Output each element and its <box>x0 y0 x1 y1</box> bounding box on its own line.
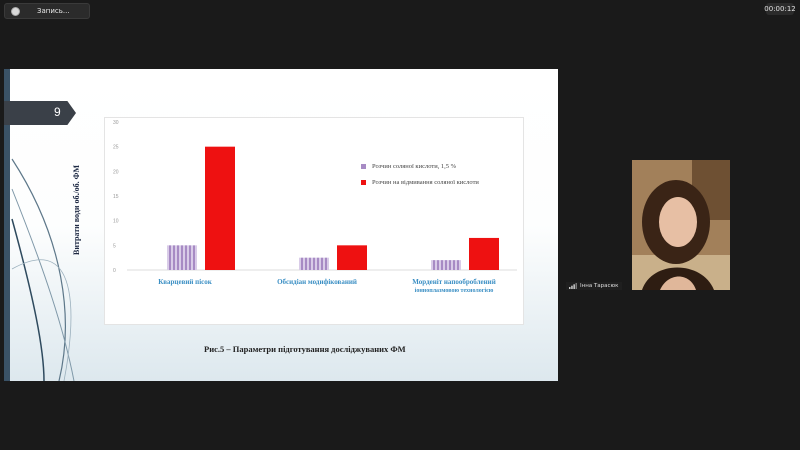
decorative-swoosh <box>11 158 75 381</box>
bar-acid-1 <box>299 257 329 270</box>
y-tick-label: 25 <box>113 145 119 151</box>
y-tick-label: 5 <box>113 243 116 249</box>
legend-label-acid: Розчин соляної кислоти, 1,5 % <box>372 162 457 170</box>
chart-legend: Розчин соляної кислоти, 1,5 % Розчин на … <box>361 158 479 190</box>
slide-number: 9 <box>54 105 61 119</box>
category-label-obsidian-line1: Обсидіан модифікований <box>277 278 357 286</box>
legend-item-acid: Розчин соляної кислоти, 1,5 % <box>361 158 479 174</box>
chart: 0 5 10 15 20 25 30 Розчин соляної кислоти, 1,5… <box>104 117 524 325</box>
category-label-quartz-line1: Кварцевий пісок <box>158 278 212 286</box>
participant-portrait <box>632 160 730 290</box>
chart-y-axis-label: Витрати води об./об. ФМ <box>72 164 81 255</box>
y-tick-label: 20 <box>113 169 119 175</box>
record-icon <box>11 6 20 16</box>
recording-indicator[interactable]: Запись... <box>4 3 90 19</box>
legend-swatch-wash <box>361 179 366 185</box>
y-tick-label: 30 <box>113 120 119 126</box>
y-tick-label: 0 <box>113 268 116 274</box>
participant-name-tag: Інна Тарасюк <box>566 282 622 290</box>
bar-acid-2 <box>431 260 461 270</box>
recording-label: Запись... <box>37 7 70 15</box>
figure-caption: Рис.5 – Параметри підготування досліджув… <box>204 344 406 354</box>
category-label-mordenite-line2: іонноплазмовою технологією <box>414 288 494 294</box>
legend-label-wash: Розчин на відмивання соляної кислоти <box>372 178 479 186</box>
call-timer: 00:00:12 <box>764 3 796 15</box>
category-label-mordenite-line1: Морденіт напооброблений <box>412 278 496 286</box>
chart-plot: 0 5 10 15 20 25 30 <box>113 120 517 274</box>
legend-swatch-acid <box>361 163 366 169</box>
category-label-quartz: Кварцевий пісок <box>125 278 245 287</box>
bar-acid-0 <box>167 245 197 270</box>
category-label-mordenite: Морденіт напооброблений іонноплазмовою т… <box>389 278 519 296</box>
signal-strength-icon <box>569 283 577 289</box>
category-label-obsidian: Обсидіан модифікований <box>257 278 377 287</box>
bar-wash-1 <box>337 245 367 270</box>
y-tick-label: 10 <box>113 219 119 225</box>
bar-wash-0 <box>205 146 235 270</box>
y-tick-label: 15 <box>113 194 119 200</box>
slide-number-tab <box>4 101 76 125</box>
participant-name: Інна Тарасюк <box>580 283 619 289</box>
slide-left-strip <box>4 69 10 381</box>
bar-wash-2 <box>469 237 499 270</box>
legend-item-wash: Розчин на відмивання соляної кислоти <box>361 174 479 190</box>
shared-slide: 9 Витрати води об./об. ФМ 0 5 10 15 20 25 30 Р… <box>4 69 558 381</box>
participant-video[interactable] <box>632 160 730 290</box>
